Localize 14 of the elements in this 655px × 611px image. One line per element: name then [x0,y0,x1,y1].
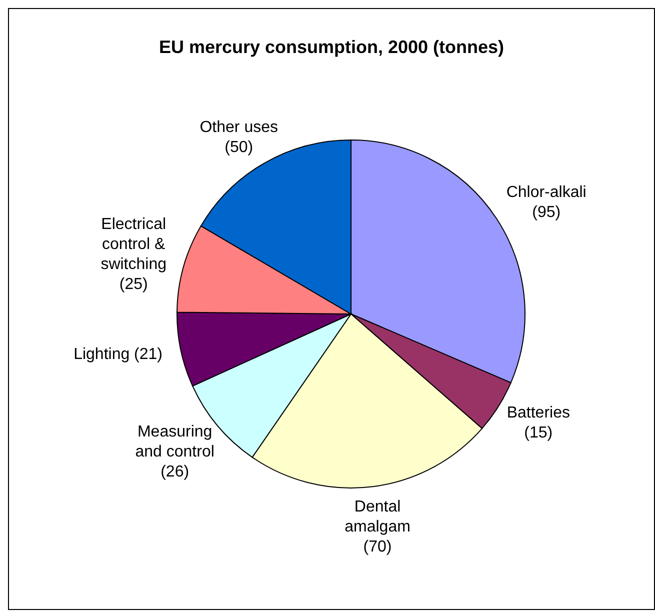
slice-label: Measuring and control [135,423,214,460]
slice-label: Chlor-alkali [506,184,586,201]
chart-title: EU mercury consumption, 2000 (tonnes) [158,37,504,57]
slice-label: Batteries [506,404,570,422]
slice-label: Dental amalgam [344,498,410,536]
data-label: (15) [524,424,553,442]
data-label: (95) [532,204,561,221]
slice-label: Electrical control & switching [100,216,167,274]
data-label: (70) [363,538,392,556]
data-label: (26) [160,463,190,480]
slice-label: Other uses [200,118,278,136]
data-label: (25) [119,276,148,294]
data-label: (50) [224,138,254,156]
slice-label: Lighting (21) [74,346,163,364]
